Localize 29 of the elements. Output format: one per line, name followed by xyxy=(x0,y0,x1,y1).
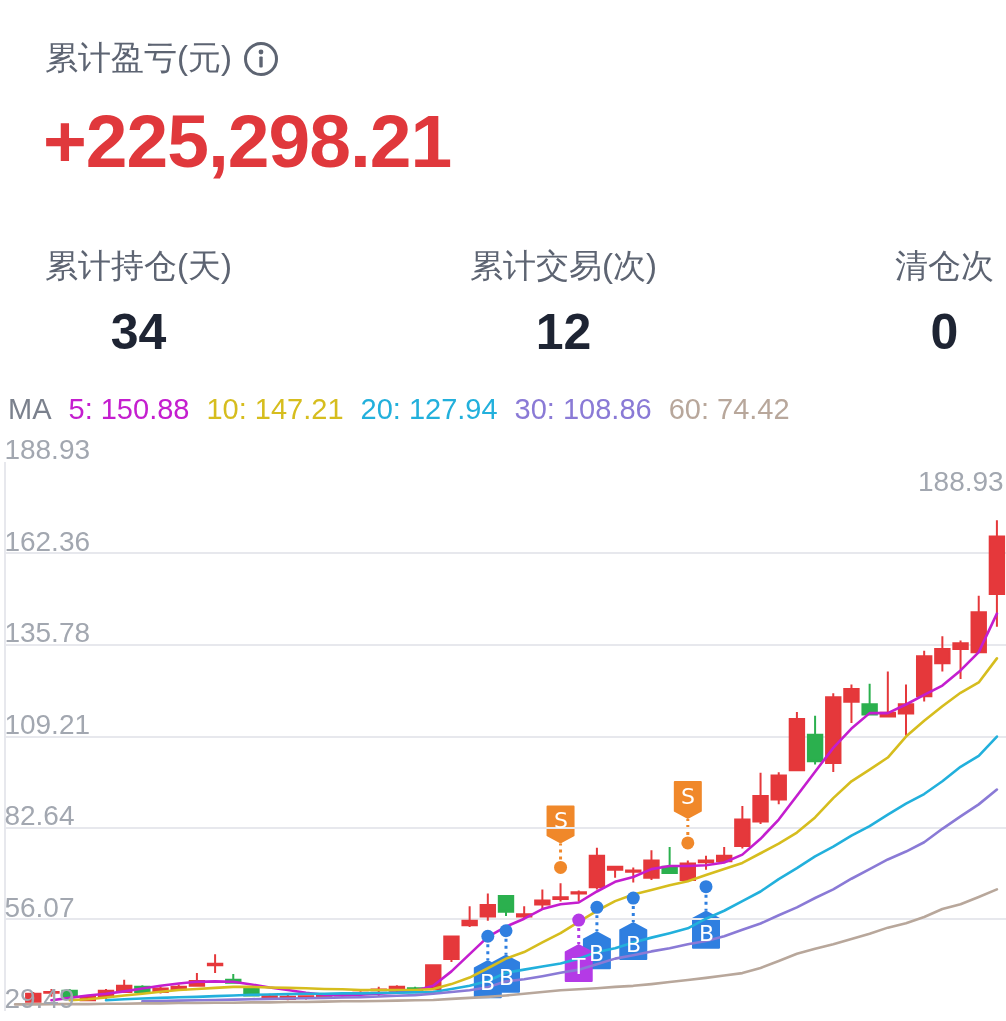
data-label: 0 xyxy=(930,303,959,362)
data-label: T xyxy=(571,954,586,979)
y-tick-label: 56.07 xyxy=(4,891,75,923)
text: 20: 127.94 xyxy=(360,392,498,427)
y-tick-label: 82.64 xyxy=(4,800,75,832)
text: 累计盈亏(元) xyxy=(45,38,232,78)
data-label: B xyxy=(480,970,496,995)
data-label: 34 xyxy=(110,303,167,362)
data-label: 12 xyxy=(535,303,592,362)
data-label: S xyxy=(554,808,568,833)
data-label: B xyxy=(626,932,642,957)
category-label: 累计交易(次) xyxy=(470,246,657,286)
data-label: B xyxy=(589,941,605,966)
y-tick-label: 109.21 xyxy=(4,708,91,740)
data-label: S xyxy=(681,784,695,809)
text: +225,298.21 xyxy=(43,98,452,184)
legend-title: MA xyxy=(8,392,52,427)
y-tick-label: 135.78 xyxy=(4,617,91,649)
text: 60: 74.42 xyxy=(668,392,790,427)
y-tick-label: 162.36 xyxy=(4,525,91,557)
data-label: B xyxy=(499,965,515,990)
text: 10: 147.21 xyxy=(206,392,344,427)
text: 5: 150.88 xyxy=(68,392,190,427)
category-label: 清仓次 xyxy=(895,246,994,286)
data-label: B xyxy=(699,921,715,946)
category-label: 累计持仓(天) xyxy=(45,246,232,286)
y-tick-label: 188.93 xyxy=(4,434,91,466)
text: 30: 108.86 xyxy=(514,392,652,427)
annotation: 188.93 xyxy=(918,466,1004,497)
